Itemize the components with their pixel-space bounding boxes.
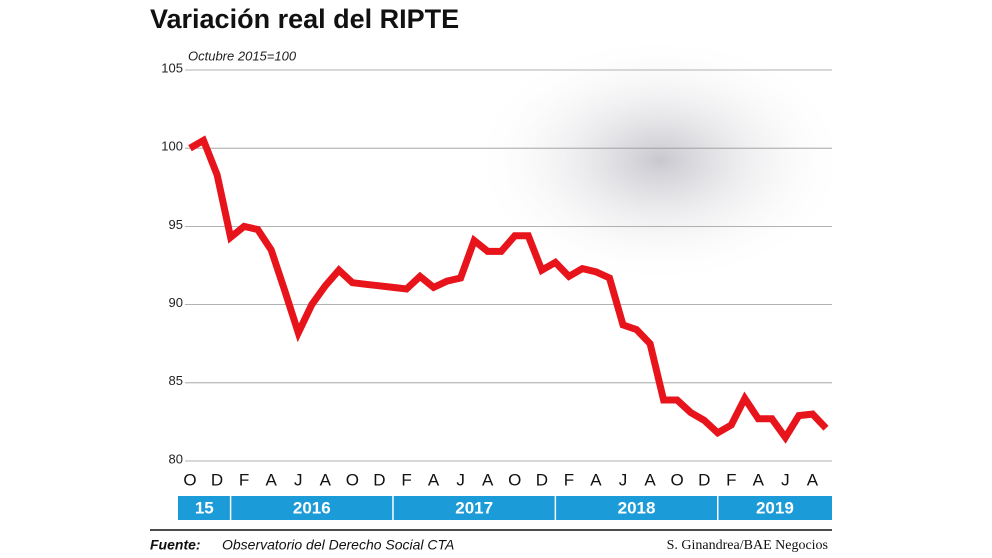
- y-tick-label: 100: [161, 139, 183, 154]
- x-tick-label: O: [183, 470, 196, 489]
- year-label: 2018: [618, 498, 656, 517]
- year-label: 2016: [293, 498, 331, 517]
- source: Observatorio del Derecho Social CTA: [222, 537, 454, 553]
- x-tick-label: F: [239, 470, 249, 489]
- x-tick-label: F: [564, 470, 574, 489]
- x-tick-label: D: [698, 470, 710, 489]
- x-tick-label: A: [753, 470, 765, 489]
- x-tick-label: O: [346, 470, 359, 489]
- source-label: Fuente:: [150, 537, 201, 553]
- year-label: 2017: [455, 498, 493, 517]
- x-tick-label: A: [266, 470, 278, 489]
- year-label: 15: [195, 498, 214, 517]
- x-tick-label: D: [373, 470, 385, 489]
- x-tick-label: A: [320, 470, 332, 489]
- y-tick-label: 80: [169, 451, 183, 466]
- x-tick-label: O: [671, 470, 684, 489]
- x-tick-label: D: [211, 470, 223, 489]
- chart-title: Variación real del RIPTE: [150, 4, 459, 34]
- y-tick-label: 85: [169, 373, 183, 388]
- x-tick-label: F: [401, 470, 411, 489]
- year-label: 2019: [756, 498, 794, 517]
- credit: S. Ginandrea/BAE Negocios: [667, 538, 828, 553]
- y-tick-label: 95: [169, 217, 183, 232]
- x-tick-label: J: [456, 470, 465, 489]
- x-tick-label: J: [294, 470, 303, 489]
- x-tick-label: A: [807, 470, 819, 489]
- year-band: [178, 496, 832, 520]
- x-tick-label: O: [508, 470, 521, 489]
- line-series: [188, 135, 829, 444]
- photo: [470, 35, 850, 285]
- x-tick-label: A: [428, 470, 440, 489]
- x-tick-label: J: [619, 470, 628, 489]
- x-tick-label: F: [726, 470, 736, 489]
- x-tick-label: D: [536, 470, 548, 489]
- y-tick-label: 90: [169, 295, 183, 310]
- x-tick-label: J: [781, 470, 790, 489]
- y-tick-label: 105: [161, 60, 183, 75]
- subtitle: Octubre 2015=100: [188, 48, 297, 63]
- x-tick-label: A: [644, 470, 656, 489]
- x-tick-label: A: [590, 470, 602, 489]
- x-tick-label: A: [482, 470, 494, 489]
